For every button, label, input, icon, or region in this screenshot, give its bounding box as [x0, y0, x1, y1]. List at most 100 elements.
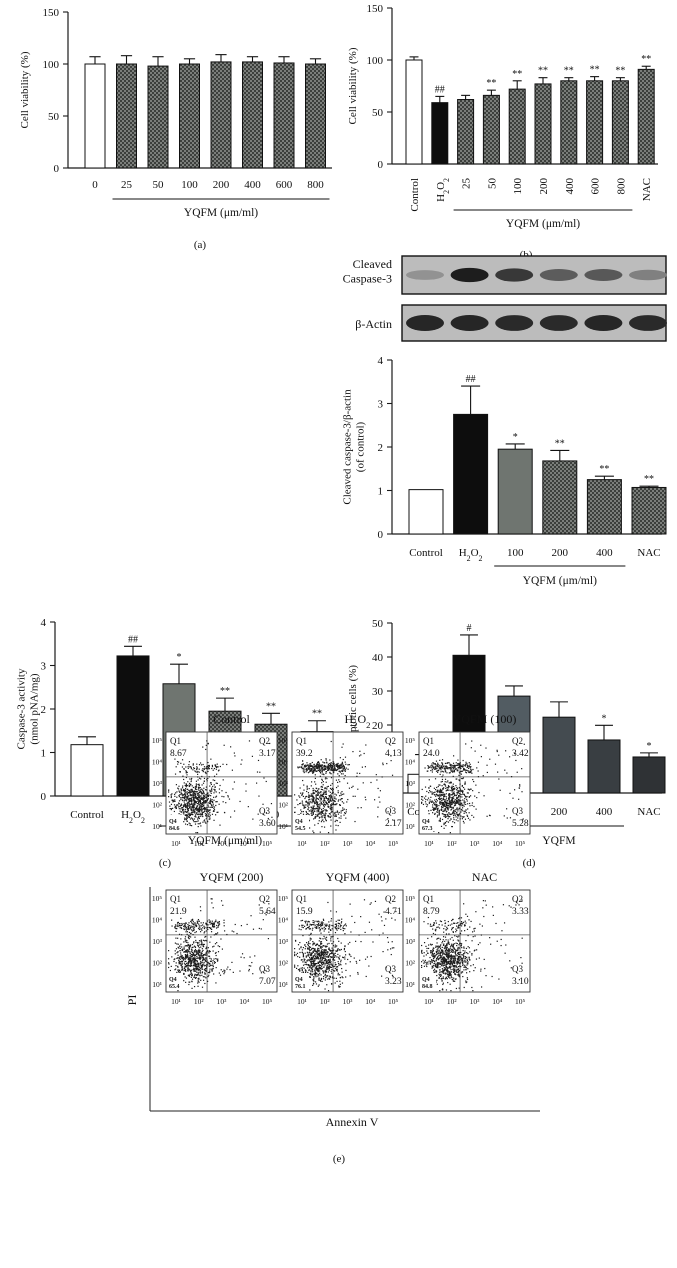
- y-tick-label: 10³: [405, 779, 416, 788]
- event-dot: [331, 768, 333, 771]
- event-dot: [449, 795, 451, 798]
- event-dot: [310, 967, 312, 969]
- event-dot: [214, 765, 216, 767]
- event-dot: [320, 978, 322, 980]
- event-dot: [308, 969, 310, 971]
- event-dot: [454, 800, 456, 802]
- bar-NAC: [637, 68, 655, 165]
- event-dot: [191, 946, 193, 949]
- event-dot: [320, 813, 322, 816]
- event-dot: [186, 798, 188, 800]
- event-dot: [428, 813, 430, 815]
- event-dot: [331, 769, 333, 772]
- event-dot: [381, 920, 383, 922]
- event-dot: [335, 946, 337, 948]
- event-dot: [197, 818, 199, 820]
- event-dot: [462, 777, 464, 780]
- event-dot: [322, 924, 324, 926]
- event-dot: [186, 794, 188, 796]
- event-dot: [207, 765, 209, 767]
- event-dot: [184, 951, 186, 953]
- event-dot: [317, 813, 319, 816]
- event-dot: [451, 793, 453, 796]
- x-tick-label: 25: [461, 178, 473, 190]
- event-dot: [450, 809, 452, 811]
- event-dot: [318, 944, 320, 947]
- event-dot: [210, 800, 212, 802]
- event-dot: [312, 963, 315, 965]
- event-dot: [338, 958, 340, 960]
- event-dot: [202, 795, 205, 797]
- event-dot: [329, 772, 331, 774]
- event-dot: [447, 787, 449, 789]
- event-dot: [335, 824, 337, 826]
- event-dot: [457, 796, 460, 798]
- event-dot: [178, 933, 181, 935]
- event-dot: [188, 965, 190, 967]
- event-dot: [322, 952, 324, 954]
- event-dot: [435, 789, 437, 791]
- event-dot: [357, 973, 359, 975]
- event-dot: [189, 973, 191, 975]
- event-dot: [190, 766, 192, 768]
- event-dot: [450, 799, 453, 801]
- event-dot: [458, 779, 461, 782]
- event-dot: [452, 789, 454, 791]
- event-dot: [223, 796, 225, 798]
- event-dot: [371, 929, 373, 931]
- event-dot: [193, 820, 195, 823]
- event-dot: [347, 768, 349, 770]
- event-dot: [173, 793, 176, 795]
- event-dot: [294, 966, 296, 968]
- event-dot: [313, 955, 315, 957]
- event-dot: [198, 804, 200, 806]
- event-dot: [448, 768, 450, 770]
- event-dot: [257, 759, 260, 762]
- event-dot: [456, 791, 458, 794]
- event-dot: [197, 967, 199, 970]
- event-dot: [301, 919, 304, 922]
- event-dot: [330, 950, 332, 952]
- event-dot: [319, 930, 321, 932]
- event-dot: [447, 804, 449, 807]
- event-dot: [320, 811, 322, 813]
- event-dot: [331, 809, 333, 811]
- event-dot: [432, 812, 434, 814]
- quadrant-value-q3: 5.28: [512, 819, 529, 829]
- event-dot: [219, 765, 221, 768]
- event-dot: [309, 800, 311, 803]
- event-dot: [466, 762, 468, 765]
- event-dot: [320, 977, 323, 980]
- event-dot: [186, 797, 189, 799]
- event-dot: [224, 930, 226, 932]
- event-dot: [208, 949, 210, 952]
- event-dot: [458, 779, 460, 781]
- event-dot: [179, 971, 181, 973]
- event-dot: [182, 806, 184, 809]
- event-dot: [203, 932, 205, 934]
- event-dot: [265, 812, 268, 814]
- event-dot: [222, 763, 224, 765]
- event-dot: [196, 771, 198, 773]
- event-dot: [435, 806, 437, 809]
- event-dot: [329, 966, 331, 969]
- event-dot: [332, 761, 334, 763]
- event-dot: [178, 971, 180, 974]
- event-dot: [317, 975, 319, 977]
- event-dot: [187, 791, 190, 794]
- event-dot: [323, 951, 325, 953]
- event-dot: [422, 799, 424, 801]
- event-dot: [251, 755, 254, 757]
- event-dot: [325, 938, 327, 940]
- event-dot: [450, 789, 452, 792]
- event-dot: [460, 767, 462, 770]
- event-dot: [199, 958, 201, 961]
- event-dot: [315, 797, 317, 799]
- event-dot: [246, 923, 248, 926]
- event-dot: [187, 949, 189, 952]
- event-dot: [217, 766, 219, 768]
- event-dot: [450, 802, 452, 804]
- event-dot: [339, 926, 341, 928]
- event-dot: [447, 818, 449, 820]
- event-dot: [319, 945, 321, 947]
